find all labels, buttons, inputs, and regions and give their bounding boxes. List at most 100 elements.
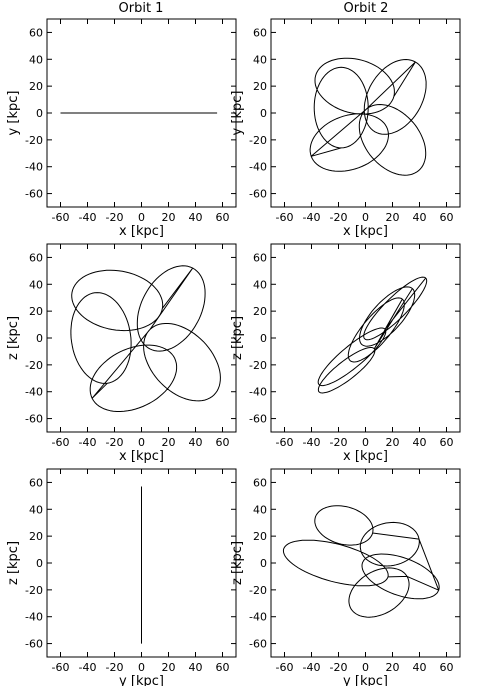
- y-axis-label: z [kpc]: [6, 541, 21, 585]
- plot-frame: [270, 18, 461, 208]
- x-tick-label: -40: [79, 661, 97, 674]
- y-tick-label: -40: [25, 611, 43, 624]
- y-tick-label: -60: [25, 188, 43, 201]
- y-tick-label: 40: [253, 53, 267, 66]
- y-tick-label: 40: [253, 278, 267, 291]
- x-tick-label: 60: [216, 211, 230, 224]
- y-axis-label: y [kpc]: [6, 91, 21, 136]
- orbit-path: [317, 276, 428, 394]
- y-tick-label: -20: [25, 359, 43, 372]
- x-tick-label: 20: [386, 211, 400, 224]
- x-tick-label: 0: [362, 211, 369, 224]
- x-tick-label: 40: [413, 436, 427, 449]
- panel-grid: -60 -60 -40 -40 -20 -20 0 0 20 20 40 40 60 60 x [kpc] y…: [6, 18, 461, 686]
- x-tick-label: -40: [79, 211, 97, 224]
- orbit-path: [282, 505, 440, 618]
- plot-frame: [270, 468, 461, 658]
- x-tick-label: -40: [303, 436, 321, 449]
- x-tick-label: 60: [216, 661, 230, 674]
- y-tick-label: 0: [36, 557, 43, 570]
- y-tick-label: 60: [253, 26, 267, 39]
- x-tick-label: -60: [52, 436, 70, 449]
- y-tick-label: 20: [253, 80, 267, 93]
- x-axis-label: x [kpc]: [343, 449, 388, 464]
- y-tick-label: 0: [260, 557, 267, 570]
- x-tick-label: -60: [276, 211, 294, 224]
- y-tick-label: 60: [253, 251, 267, 264]
- x-tick-label: 40: [189, 211, 203, 224]
- y-tick-label: -40: [249, 386, 267, 399]
- y-tick-label: 0: [260, 332, 267, 345]
- x-tick-label: -20: [330, 436, 348, 449]
- y-tick-label: 20: [253, 305, 267, 318]
- panel-orbit-1-yz: -60 -60 -40 -40 -20 -20 0 0 20 20 40 40 60 60 y [kpc] z…: [6, 468, 237, 686]
- y-tick-label: -60: [249, 188, 267, 201]
- y-tick-label: -20: [249, 359, 267, 372]
- y-tick-label: 40: [29, 503, 43, 516]
- y-tick-label: -20: [25, 134, 43, 147]
- y-tick-label: 20: [29, 305, 43, 318]
- y-tick-label: 60: [29, 26, 43, 39]
- plot-frame: [46, 243, 237, 433]
- y-tick-label: -40: [249, 161, 267, 174]
- y-tick-label: -20: [249, 134, 267, 147]
- x-tick-label: 0: [138, 661, 145, 674]
- y-tick-label: -40: [249, 611, 267, 624]
- y-tick-label: -60: [25, 413, 43, 426]
- y-tick-label: -20: [25, 584, 43, 597]
- x-tick-label: 60: [440, 661, 454, 674]
- y-tick-label: -40: [25, 386, 43, 399]
- panel-orbit-2-yz: -60 -60 -40 -40 -20 -20 0 0 20 20 40 40 60 60 y [kpc] z…: [230, 468, 461, 686]
- x-tick-label: -40: [303, 661, 321, 674]
- x-tick-label: 20: [386, 661, 400, 674]
- panel-orbit-1-xz: -60 -60 -40 -40 -20 -20 0 0 20 20 40 40 60 60 x [kpc] z…: [6, 243, 237, 464]
- y-tick-label: 0: [36, 332, 43, 345]
- x-tick-label: 40: [189, 436, 203, 449]
- panel-orbit-1-xy: -60 -60 -40 -40 -20 -20 0 0 20 20 40 40 60 60 x [kpc] y…: [6, 18, 237, 239]
- x-tick-label: -60: [276, 436, 294, 449]
- x-tick-label: -20: [106, 211, 124, 224]
- column-title-orbit-1: Orbit 1: [119, 1, 164, 16]
- panel-orbit-2-xz: -60 -60 -40 -40 -20 -20 0 0 20 20 40 40 60 60 x [kpc] z…: [230, 243, 461, 464]
- y-tick-label: -60: [249, 413, 267, 426]
- x-axis-label: y [kpc]: [343, 674, 388, 686]
- x-tick-label: 60: [440, 211, 454, 224]
- x-axis-label: x [kpc]: [119, 224, 164, 239]
- y-tick-label: 60: [29, 251, 43, 264]
- y-tick-label: -60: [249, 638, 267, 651]
- x-tick-label: -20: [330, 661, 348, 674]
- y-tick-label: 40: [29, 278, 43, 291]
- y-axis-label: z [kpc]: [230, 541, 245, 585]
- x-tick-label: -20: [106, 436, 124, 449]
- x-tick-label: 20: [162, 661, 176, 674]
- x-tick-label: 60: [440, 436, 454, 449]
- x-tick-label: -60: [276, 661, 294, 674]
- x-tick-label: 0: [138, 211, 145, 224]
- y-tick-label: -60: [25, 638, 43, 651]
- y-tick-label: 20: [29, 80, 43, 93]
- y-axis-label: y [kpc]: [230, 91, 245, 136]
- x-tick-label: 20: [386, 436, 400, 449]
- y-tick-label: -40: [25, 161, 43, 174]
- y-tick-label: -20: [249, 584, 267, 597]
- x-tick-label: 40: [413, 661, 427, 674]
- y-tick-label: 20: [29, 530, 43, 543]
- x-tick-label: -20: [106, 661, 124, 674]
- y-axis-label: z [kpc]: [6, 316, 21, 360]
- x-tick-label: 0: [138, 436, 145, 449]
- y-tick-label: 40: [253, 503, 267, 516]
- y-axis-label: z [kpc]: [230, 316, 245, 360]
- y-tick-label: 20: [253, 530, 267, 543]
- orbit-path: [70, 265, 221, 412]
- x-tick-label: 20: [162, 211, 176, 224]
- x-tick-label: -60: [52, 211, 70, 224]
- x-axis-label: x [kpc]: [119, 449, 164, 464]
- x-tick-label: -60: [52, 661, 70, 674]
- y-tick-label: 40: [29, 53, 43, 66]
- x-tick-label: -20: [330, 211, 348, 224]
- x-axis-label: x [kpc]: [343, 224, 388, 239]
- x-tick-label: -40: [79, 436, 97, 449]
- x-tick-label: -40: [303, 211, 321, 224]
- x-tick-label: 0: [362, 436, 369, 449]
